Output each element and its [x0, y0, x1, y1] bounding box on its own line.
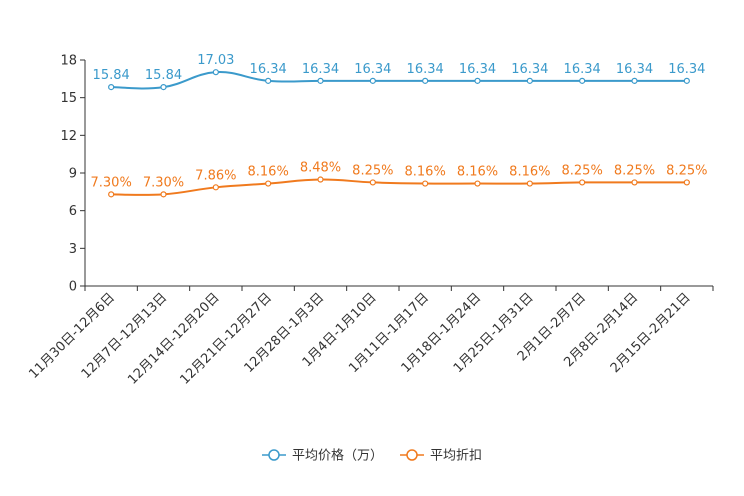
x-tick-label: 12月14日-12月20日	[125, 290, 222, 387]
data-label: 8.25%	[614, 163, 655, 178]
data-point	[631, 77, 638, 84]
data-label: 16.34	[459, 62, 496, 77]
data-point	[474, 180, 481, 187]
data-point	[265, 77, 272, 84]
data-label: 8.16%	[457, 165, 498, 180]
data-point	[526, 180, 533, 187]
data-point	[160, 84, 167, 91]
data-point	[212, 69, 219, 76]
y-tick-label: 12	[60, 129, 77, 144]
data-point	[631, 179, 638, 186]
data-label: 8.16%	[248, 165, 289, 180]
data-point	[369, 179, 376, 186]
data-label: 7.30%	[91, 175, 132, 190]
legend-marker	[268, 449, 280, 461]
y-tick-label: 15	[60, 91, 77, 106]
data-point	[317, 176, 324, 183]
y-tick-label: 9	[69, 167, 77, 182]
data-label: 16.34	[511, 62, 548, 77]
data-point	[212, 184, 219, 191]
data-point	[579, 77, 586, 84]
x-axis: 11月30日-12月6日12月7日-12月13日12月14日-12月20日12月…	[26, 285, 714, 388]
series-1: 15.84 15.84 17.03 16.34 16.34 16.34 16.34 16.34…	[93, 53, 705, 91]
series-line	[111, 71, 687, 90]
data-label: 17.03	[197, 53, 234, 68]
data-label: 16.34	[616, 62, 653, 77]
x-tick-label: 12月21日-12月27日	[178, 290, 275, 387]
legend-item-1[interactable]: 平均价格（万）	[262, 448, 383, 464]
x-tick-label: 11月30日-12月6日	[26, 290, 118, 382]
data-point	[683, 179, 690, 186]
data-label: 16.34	[564, 62, 601, 77]
data-label: 8.16%	[509, 165, 550, 180]
data-point	[579, 179, 586, 186]
data-label: 7.86%	[195, 168, 236, 183]
y-tick-label: 0	[69, 280, 77, 295]
data-point	[422, 180, 429, 187]
data-label: 15.84	[145, 68, 182, 83]
data-label: 16.34	[354, 62, 391, 77]
series-line	[111, 178, 687, 196]
data-point	[160, 191, 167, 198]
data-label: 7.30%	[143, 175, 184, 190]
data-label: 8.25%	[562, 163, 603, 178]
data-label: 16.34	[668, 62, 705, 77]
data-point	[265, 180, 272, 187]
data-label: 8.25%	[666, 163, 707, 178]
data-point	[526, 77, 533, 84]
y-tick-label: 18	[60, 54, 77, 69]
data-point	[683, 77, 690, 84]
y-axis: 0 3 6 9 12 15 18	[60, 54, 86, 295]
data-label: 16.34	[407, 62, 444, 77]
series-layer: 15.84 15.84 17.03 16.34 16.34 16.34 16.34 16.34…	[91, 53, 707, 198]
data-point	[422, 77, 429, 84]
y-tick-label: 3	[69, 242, 77, 257]
series-2: 7.30% 7.30% 7.86% 8.16% 8.48% 8.25% 8.16% 8.16%…	[91, 161, 707, 198]
data-point	[108, 84, 115, 91]
data-label: 16.34	[302, 62, 339, 77]
y-tick-label: 6	[69, 204, 77, 219]
data-point	[369, 77, 376, 84]
data-label: 8.25%	[352, 163, 393, 178]
legend-label: 平均价格（万）	[292, 448, 383, 464]
data-label: 16.34	[250, 62, 287, 77]
data-label: 15.84	[93, 68, 130, 83]
data-label: 8.16%	[405, 165, 446, 180]
legend-marker	[406, 449, 418, 461]
legend[interactable]: 平均价格（万） 平均折扣	[262, 448, 482, 464]
legend-item-2[interactable]: 平均折扣	[400, 449, 482, 464]
legend-label: 平均折扣	[430, 449, 482, 464]
data-label: 8.48%	[300, 161, 341, 176]
data-point	[317, 77, 324, 84]
data-point	[108, 191, 115, 198]
data-point	[474, 77, 481, 84]
